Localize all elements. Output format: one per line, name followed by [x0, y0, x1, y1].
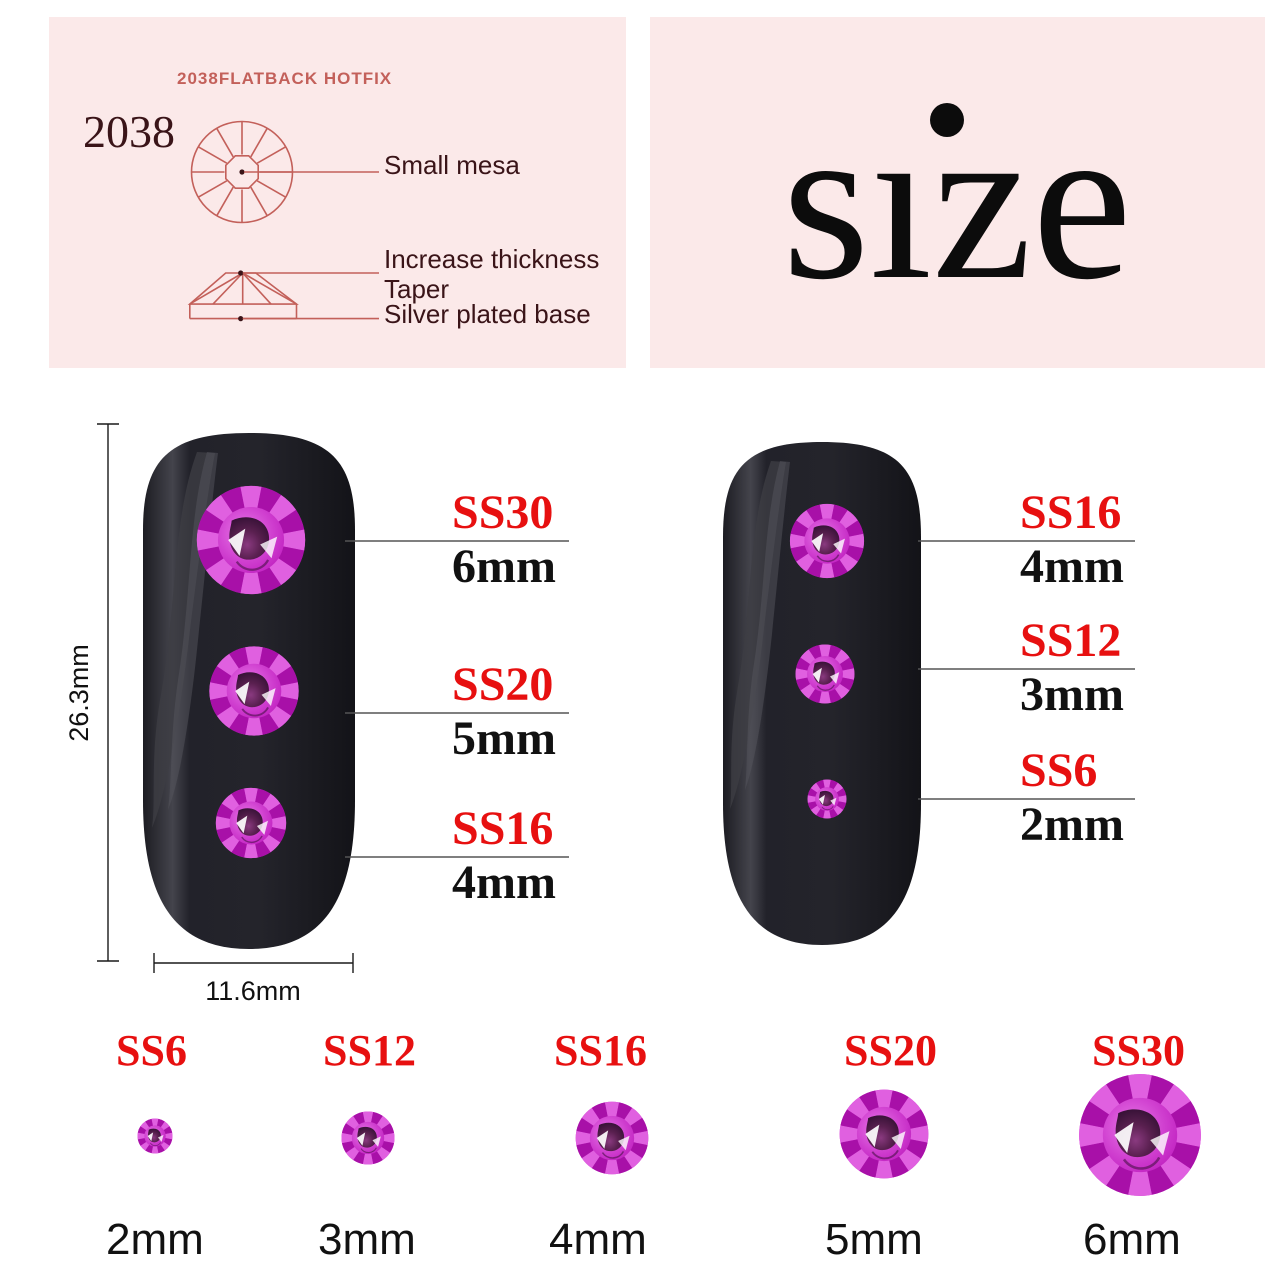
svg-text:SS20: SS20 [844, 1026, 937, 1075]
svg-text:SS30: SS30 [452, 486, 553, 539]
svg-text:SS12: SS12 [323, 1026, 416, 1075]
svg-text:SS16: SS16 [452, 802, 553, 855]
svg-text:3mm: 3mm [318, 1215, 416, 1264]
svg-text:SS12: SS12 [1020, 614, 1121, 667]
svg-text:5mm: 5mm [452, 712, 556, 765]
svg-text:6mm: 6mm [452, 540, 556, 593]
svg-text:4mm: 4mm [452, 856, 556, 909]
svg-text:SS16: SS16 [1020, 486, 1121, 539]
svg-text:SS6: SS6 [1020, 744, 1097, 797]
svg-text:2mm: 2mm [106, 1215, 204, 1264]
svg-text:SS16: SS16 [554, 1026, 647, 1075]
svg-text:11.6mm: 11.6mm [205, 976, 301, 1006]
svg-text:SS6: SS6 [116, 1026, 187, 1075]
svg-text:SS30: SS30 [1092, 1026, 1185, 1075]
svg-text:5mm: 5mm [825, 1215, 923, 1264]
svg-text:4mm: 4mm [549, 1215, 647, 1264]
svg-text:26.3mm: 26.3mm [64, 644, 94, 742]
svg-text:6mm: 6mm [1083, 1215, 1181, 1264]
svg-text:SS20: SS20 [452, 658, 553, 711]
svg-text:3mm: 3mm [1020, 668, 1124, 721]
svg-text:2mm: 2mm [1020, 798, 1124, 851]
svg-text:4mm: 4mm [1020, 540, 1124, 593]
